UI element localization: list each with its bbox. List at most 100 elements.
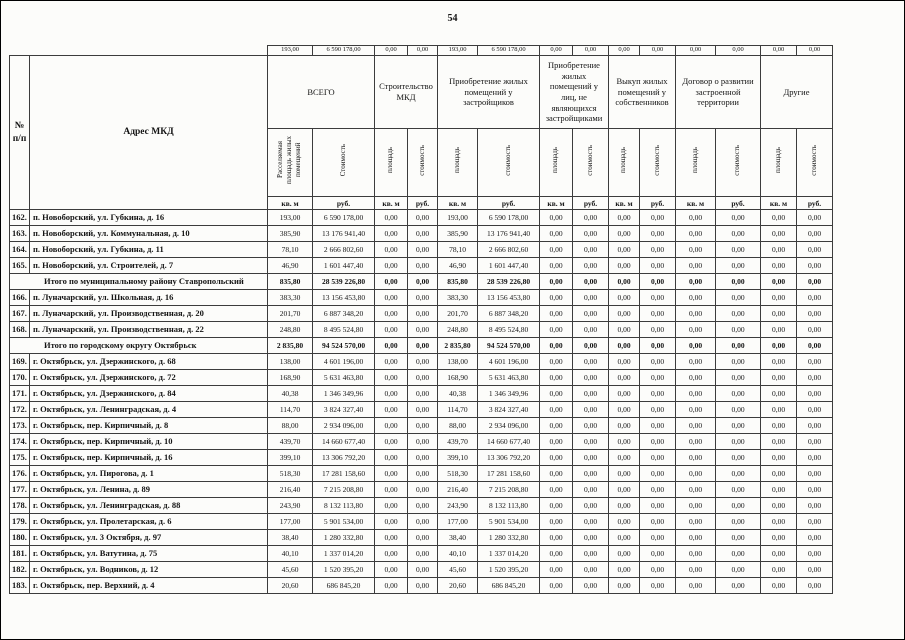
value-cell: 4 601 196,00: [477, 353, 540, 370]
value-cell: 0,00: [760, 433, 797, 450]
row-number: 163.: [9, 225, 30, 242]
column-sub-label-text: стоимость: [417, 144, 426, 176]
value-cell: 0,00: [760, 561, 797, 578]
row-address: г. Октябрьск, ул. Водников, д. 12: [29, 561, 268, 578]
table-row: 176. г. Октябрьск, ул. Пирогова, д. 1 518,…: [9, 465, 833, 482]
value-cell: 0,00: [796, 545, 833, 562]
value-cell: 0,00: [715, 401, 761, 418]
column-unit-label: руб.: [639, 196, 676, 210]
total-row-label: Итого по городскому округу Октябрьск: [9, 337, 268, 354]
value-cell: 0,00: [572, 241, 609, 258]
value-cell: 0,00: [639, 241, 676, 258]
value-cell: 0,00: [715, 529, 761, 546]
row-address: г. Октябрьск, ул. Ленинградская, д. 88: [29, 497, 268, 514]
value-cell: 201,70: [437, 305, 478, 322]
value-cell: 3 824 327,40: [312, 401, 375, 418]
value-cell: 439,70: [267, 433, 313, 450]
value-cell: 40,10: [267, 545, 313, 562]
value-cell: 0,00: [675, 321, 716, 338]
total-row-label: Итого по муниципальному району Ставропол…: [9, 273, 268, 290]
value-cell: 13 306 792,20: [477, 449, 540, 466]
value-cell: 0,00: [639, 497, 676, 514]
value-cell: 78,10: [267, 241, 313, 258]
column-sub-label: площадь: [608, 128, 640, 197]
housing-resettlement-table: 193,00 6 590 178,00 0,00 0,00 193,00 6 590 17…: [9, 45, 833, 594]
value-cell: 0,00: [608, 417, 640, 434]
row-number: 183.: [9, 577, 30, 594]
value-cell: 0,00: [572, 369, 609, 386]
carryover-value-cell: 6 590 178,00: [477, 45, 540, 56]
row-number: 180.: [9, 529, 30, 546]
value-cell: 0,00: [407, 369, 438, 386]
value-cell: 0,00: [760, 449, 797, 466]
column-sub-label: стоимость: [715, 128, 761, 197]
value-cell: 0,00: [539, 561, 573, 578]
column-sub-label-text: стоимость: [733, 144, 742, 176]
column-sub-label: площадь: [675, 128, 716, 197]
value-cell: 0,00: [639, 385, 676, 402]
col-address-header: Адрес МКД: [29, 55, 268, 210]
value-cell: 0,00: [796, 385, 833, 402]
value-cell: 0,00: [572, 561, 609, 578]
value-cell: 0,00: [760, 513, 797, 530]
value-cell: 383,30: [267, 289, 313, 306]
value-cell: 0,00: [539, 497, 573, 514]
carryover-value-cell: 0,00: [675, 45, 716, 56]
value-cell: 0,00: [608, 369, 640, 386]
row-number: 179.: [9, 513, 30, 530]
row-address: г. Октябрьск, ул. Ленинградская, д. 4: [29, 401, 268, 418]
column-unit-label: руб.: [715, 196, 761, 210]
table-header: 193,00 6 590 178,00 0,00 0,00 193,00 6 590 17…: [9, 45, 833, 210]
value-cell: 0,00: [539, 321, 573, 338]
value-cell: 0,00: [796, 241, 833, 258]
value-cell: 0,00: [572, 545, 609, 562]
value-cell: 46,90: [267, 257, 313, 274]
carryover-address-cell: [30, 46, 268, 56]
column-group-label: Приобретение жилых помещений у лиц, не я…: [539, 55, 609, 129]
value-cell: 38,40: [267, 529, 313, 546]
value-cell: 0,00: [407, 385, 438, 402]
column-sub-label: стоимость: [477, 128, 540, 197]
value-cell: 0,00: [639, 465, 676, 482]
value-cell: 0,00: [675, 369, 716, 386]
value-cell: 0,00: [796, 273, 833, 290]
value-cell: 0,00: [539, 465, 573, 482]
value-cell: 0,00: [572, 481, 609, 498]
value-cell: 0,00: [796, 289, 833, 306]
table-row: 167. п. Луначарский, ул. Производственная…: [9, 305, 833, 322]
value-cell: 4 601 196,00: [312, 353, 375, 370]
row-number: 173.: [9, 417, 30, 434]
value-cell: 0,00: [796, 529, 833, 546]
column-unit-label: кв. м: [539, 196, 573, 210]
table-row: 175. г. Октябрьск, пер. Кирпичный, д. 16 3…: [9, 449, 833, 466]
value-cell: 0,00: [608, 545, 640, 562]
value-cell: 0,00: [539, 449, 573, 466]
value-cell: 0,00: [539, 529, 573, 546]
column-sub-label: стоимость: [572, 128, 609, 197]
value-cell: 46,90: [437, 257, 478, 274]
row-number: 169.: [9, 353, 30, 370]
value-cell: 3 824 327,40: [477, 401, 540, 418]
carryover-value-cell: 0,00: [608, 45, 640, 56]
value-cell: 1 337 014,20: [477, 545, 540, 562]
column-group-label: Другие: [760, 55, 833, 129]
value-cell: 20,60: [437, 577, 478, 594]
value-cell: 0,00: [572, 433, 609, 450]
value-cell: 0,00: [407, 305, 438, 322]
row-address: г. Октябрьск, пер. Кирпичный, д. 16: [29, 449, 268, 466]
value-cell: 0,00: [715, 497, 761, 514]
value-cell: 0,00: [374, 545, 408, 562]
value-cell: 0,00: [796, 577, 833, 594]
row-address: п. Новоборский, ул. Губкина, д. 11: [29, 241, 268, 258]
value-cell: 13 306 792,20: [312, 449, 375, 466]
value-cell: 0,00: [374, 225, 408, 242]
value-cell: 0,00: [796, 449, 833, 466]
value-cell: 216,40: [437, 481, 478, 498]
table-row: 179. г. Октябрьск, ул. Пролетарская, д. 6…: [9, 513, 833, 530]
column-sub-label-text: площадь: [690, 147, 699, 173]
row-address: г. Октябрьск, пер. Кирпичный, д. 8: [29, 417, 268, 434]
row-number: 168.: [9, 321, 30, 338]
value-cell: 0,00: [760, 385, 797, 402]
carryover-value-cell: 0,00: [796, 45, 833, 56]
value-cell: 1 280 332,80: [477, 529, 540, 546]
